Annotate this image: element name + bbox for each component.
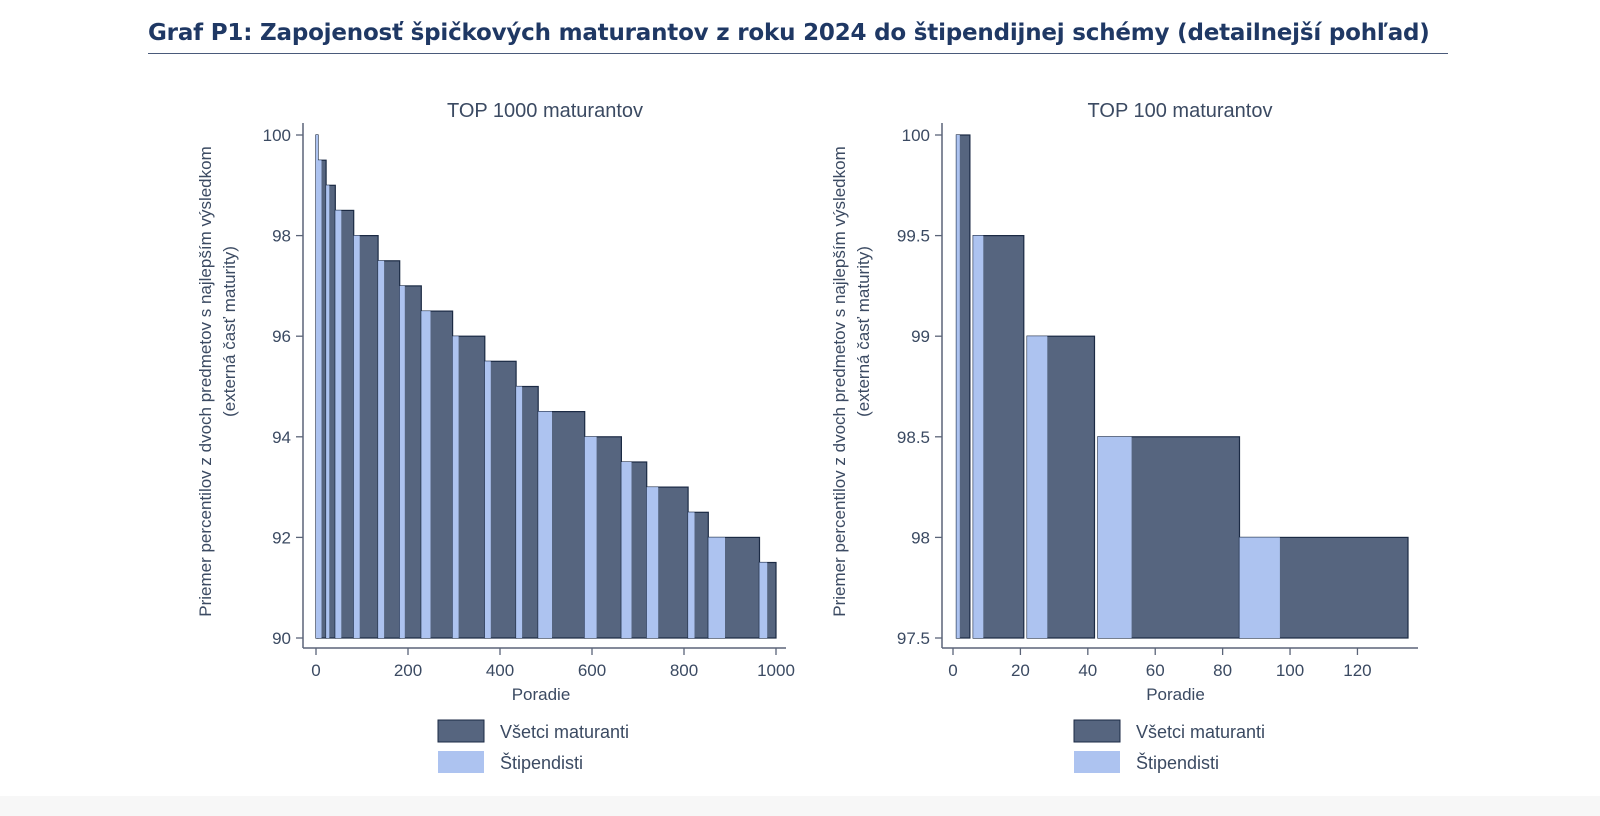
legend-swatch-scholarship: [1074, 751, 1120, 773]
legend-swatch-all: [437, 719, 485, 743]
scholarship-bar-8: [452, 336, 459, 638]
scholarship-bar-2: [1027, 336, 1048, 638]
y-tick-label: 99.5: [897, 227, 930, 246]
x-tick-label: 200: [394, 661, 422, 680]
x-axis-title: Poradie: [1146, 685, 1205, 704]
y-tick-label: 100: [902, 126, 930, 145]
chart-2: TOP 100 maturantov 97.5 98 98.5 99 99.5 100 0 20…: [830, 100, 1418, 773]
x-tick-label: 0: [311, 661, 320, 680]
chart-title: TOP 1000 maturantov: [447, 100, 643, 122]
y-axis-subtitle: (externá časť maturity): [854, 246, 873, 417]
scholarship-bar-7: [421, 311, 431, 638]
scholarship-bar-6: [399, 285, 405, 638]
x-tick-label: 800: [670, 661, 698, 680]
chart-title: TOP 100 maturantov: [1088, 100, 1273, 122]
x-tick-label: 40: [1078, 661, 1097, 680]
scholarship-bar-0: [956, 135, 960, 638]
x-tick-label: 0: [948, 661, 957, 680]
legend-label-all: Všetci maturanti: [1136, 722, 1265, 742]
x-tick-label: 100: [1276, 661, 1304, 680]
scholarship-bar-0: [316, 135, 318, 638]
series-all: [955, 134, 1409, 639]
legend-label-all: Všetci maturanti: [500, 722, 629, 742]
scholarship-bar-13: [621, 462, 632, 638]
x-tick-label: 20: [1011, 661, 1030, 680]
y-tick-label: 94: [272, 428, 291, 447]
x-tick-label: 600: [578, 661, 606, 680]
x-tick-label: 1000: [757, 661, 795, 680]
scholarship-bar-16: [708, 537, 725, 638]
x-tick-label: 80: [1213, 661, 1232, 680]
y-tick-label: 96: [272, 327, 291, 346]
y-axis-subtitle: (externá časť maturity): [220, 246, 239, 417]
scholarship-bar-9: [484, 361, 491, 638]
scholarship-bar-2: [326, 185, 330, 639]
legend-label-scholarship: Štipendisti: [1136, 752, 1219, 773]
x-axis-title: Poradie: [512, 685, 571, 704]
y-tick-label: 98: [272, 227, 291, 246]
scholarship-bar-3: [1097, 436, 1132, 638]
legend: Všetci maturanti Štipendisti: [437, 719, 629, 773]
scholarship-bar-1: [973, 235, 984, 638]
scholarship-bar-17: [759, 562, 768, 638]
legend-swatch-all: [1073, 719, 1121, 743]
scholarship-bar-1: [317, 160, 322, 638]
scholarship-bar-11: [538, 411, 552, 638]
y-tick-label: 90: [272, 629, 291, 648]
page-title: Graf P1: Zapojenosť špičkových maturanto…: [148, 20, 1430, 46]
y-axis-title: Priemer percentilov z dvoch predmetov s …: [196, 146, 215, 617]
scholarship-bar-5: [378, 260, 385, 639]
legend: Všetci maturanti Štipendisti: [1073, 719, 1265, 773]
series-scholarship: [316, 135, 768, 639]
scholarship-bar-10: [516, 386, 523, 638]
title-rule: [148, 53, 1448, 54]
y-tick-label: 98.5: [897, 428, 930, 447]
footer-band: [0, 796, 1600, 816]
scholarship-bar-3: [335, 210, 342, 638]
y-axis-title: Priemer percentilov z dvoch predmetov s …: [830, 146, 849, 617]
x-tick-label: 400: [486, 661, 514, 680]
x-tick-label: 60: [1146, 661, 1165, 680]
scholarship-bar-14: [646, 487, 659, 638]
legend-label-scholarship: Štipendisti: [500, 752, 583, 773]
y-tick-label: 99: [911, 327, 930, 346]
scholarship-bar-15: [688, 512, 695, 639]
y-tick-label: 98: [911, 528, 930, 547]
x-tick-label: 120: [1343, 661, 1371, 680]
scholarship-bar-4: [353, 235, 360, 638]
y-tick-label: 97.5: [897, 629, 930, 648]
y-tick-label: 100: [263, 126, 291, 145]
scholarship-bar-12: [584, 436, 597, 638]
scholarship-bar-4: [1239, 537, 1280, 638]
legend-swatch-scholarship: [438, 751, 484, 773]
y-tick-label: 92: [272, 528, 291, 547]
series-scholarship: [956, 135, 1280, 638]
